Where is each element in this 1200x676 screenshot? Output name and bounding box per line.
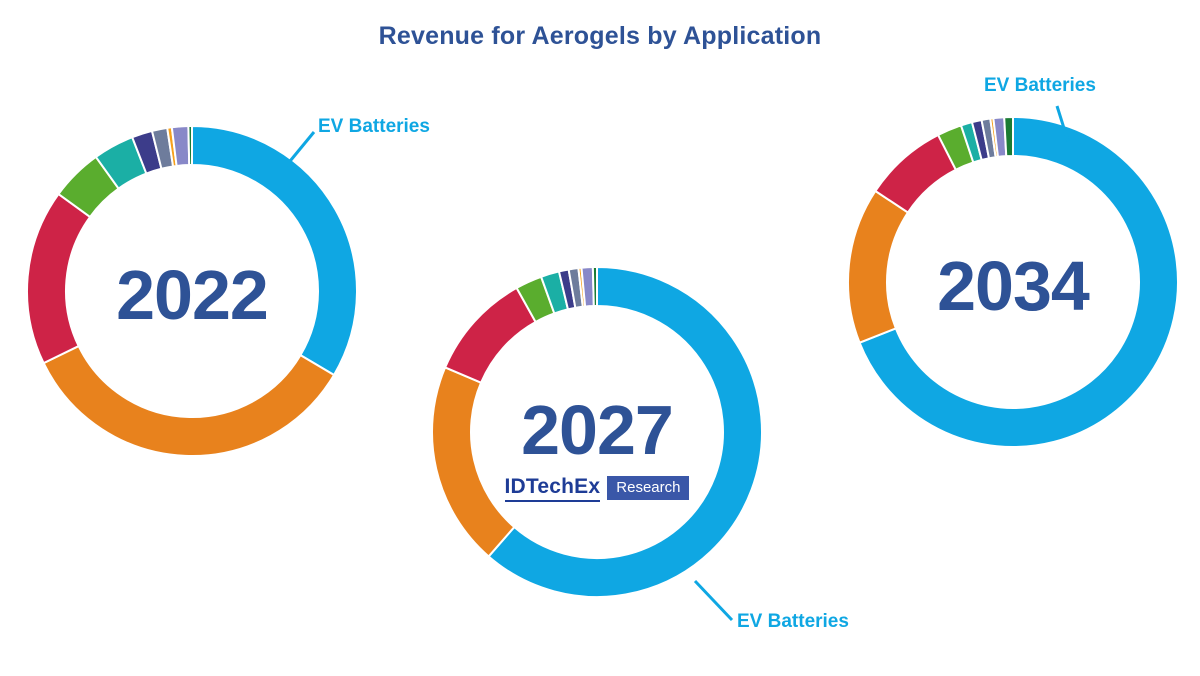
donut-ring-2027 — [431, 265, 763, 598]
donut-segment-unlabeled-dark-green — [1003, 115, 1014, 158]
donut-chart-2022: 2022 — [25, 124, 359, 458]
donut-segment-ev-batteries — [858, 115, 1179, 448]
donut-ring-2034 — [847, 115, 1179, 448]
donut-segment-unlabeled-red — [26, 192, 92, 365]
annotation-ev-batteries-2027: EV Batteries — [737, 611, 849, 632]
donut-segment-ev-batteries — [487, 265, 763, 598]
donut-ring-2022 — [26, 124, 358, 457]
donut-segment-unlabeled-dark-green — [591, 265, 598, 308]
donut-segment-unlabeled-dark-green — [187, 124, 193, 167]
donut-chart-2027: 2027 IDTechEx Research — [430, 265, 764, 599]
chart-title: Revenue for Aerogels by Application — [378, 22, 822, 50]
donut-chart-2034: 2034 — [846, 115, 1180, 449]
donut-segment-unlabeled-orange — [42, 344, 336, 457]
annotation-ev-batteries-2034: EV Batteries — [984, 75, 1096, 96]
annotation-ev-batteries-2022: EV Batteries — [318, 116, 430, 137]
donut-segment-unlabeled-red — [443, 286, 537, 385]
donut-segment-ev-batteries — [191, 124, 358, 377]
donut-segment-unlabeled-orange — [847, 189, 910, 345]
donut-segment-unlabeled-orange — [431, 366, 516, 558]
